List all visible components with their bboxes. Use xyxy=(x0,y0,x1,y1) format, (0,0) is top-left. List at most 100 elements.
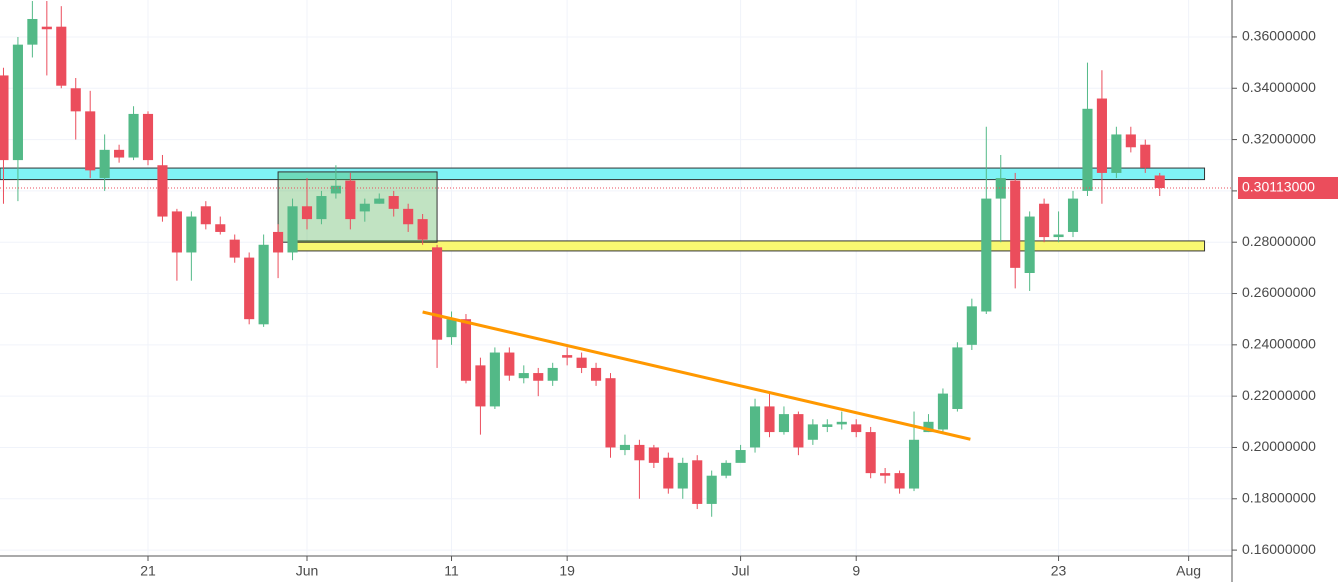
candle-body xyxy=(995,178,1006,199)
candle-body xyxy=(547,367,558,381)
candle-body xyxy=(56,26,67,86)
candle-body xyxy=(663,457,674,489)
y-tick-label: 0.32000000 xyxy=(1242,130,1316,146)
candle-body xyxy=(1067,198,1079,232)
candle-body xyxy=(1096,98,1107,173)
candle-body xyxy=(778,414,790,433)
candle-body xyxy=(258,244,269,325)
last-price-label: 0.30113000 xyxy=(1242,179,1315,195)
candle-body xyxy=(12,44,23,161)
candle-body xyxy=(359,203,370,212)
candle-body xyxy=(880,473,891,476)
candle-body xyxy=(489,352,500,407)
candle-body xyxy=(171,211,182,253)
candle-body xyxy=(446,319,457,338)
candle-body xyxy=(70,88,81,112)
candle-body xyxy=(677,462,688,489)
x-tick-label: Jun xyxy=(296,563,319,579)
candle-body xyxy=(85,111,96,171)
candle-body xyxy=(316,196,327,220)
candle-body xyxy=(1082,108,1093,191)
candle-body xyxy=(807,424,818,440)
candle-body xyxy=(200,206,211,225)
candle-body xyxy=(865,432,876,474)
candle-body xyxy=(504,352,515,376)
x-tick-label: 11 xyxy=(444,563,459,579)
candle-body xyxy=(273,231,284,253)
candle-body xyxy=(330,185,341,194)
y-tick-label: 0.16000000 xyxy=(1242,541,1316,557)
candle-body xyxy=(475,365,486,407)
candle-body xyxy=(619,444,631,451)
candle-body xyxy=(460,319,472,381)
candle-body xyxy=(706,475,717,504)
candle-body xyxy=(432,247,443,340)
candle-body xyxy=(836,421,847,425)
candle-body xyxy=(1111,134,1122,173)
candle-body xyxy=(605,378,616,448)
y-tick-label: 0.24000000 xyxy=(1242,336,1316,352)
y-tick-label: 0.18000000 xyxy=(1242,489,1316,505)
candle-body xyxy=(966,306,977,345)
last-price-box xyxy=(1238,176,1338,199)
candle-body xyxy=(576,357,587,368)
candle-body xyxy=(562,355,573,358)
candle-body xyxy=(388,196,399,209)
candle-body xyxy=(518,373,529,379)
candle-body xyxy=(533,373,544,381)
candle-body xyxy=(301,206,313,220)
candle-body xyxy=(345,180,356,220)
candle-body xyxy=(186,216,197,253)
candle-body xyxy=(1053,234,1064,238)
y-tick-label: 0.22000000 xyxy=(1242,387,1316,403)
candle-body xyxy=(764,406,775,433)
candle-body xyxy=(27,18,38,45)
candle-body xyxy=(1039,203,1050,238)
candle-body xyxy=(1154,175,1165,188)
candle-body xyxy=(417,219,428,240)
x-tick-label: 21 xyxy=(140,563,156,579)
candle-body xyxy=(215,224,226,232)
candle-body xyxy=(634,444,645,461)
candle-body xyxy=(692,460,703,504)
candle-body xyxy=(1010,180,1021,268)
candle-body xyxy=(1140,144,1151,168)
candle-body xyxy=(142,113,154,161)
candle-body xyxy=(894,473,905,489)
candle-body xyxy=(908,439,920,489)
candle-body xyxy=(0,75,9,161)
candle-body xyxy=(287,206,298,253)
candle-body xyxy=(851,424,862,433)
x-tick-label: Aug xyxy=(1176,563,1201,579)
candle-body xyxy=(157,165,168,217)
candle-body xyxy=(923,421,934,433)
y-tick-label: 0.26000000 xyxy=(1242,284,1316,300)
candle-body xyxy=(128,113,139,158)
candle-body xyxy=(721,462,732,476)
candle-body xyxy=(1125,134,1136,148)
y-tick-label: 0.36000000 xyxy=(1242,28,1316,44)
candle-body xyxy=(403,208,414,225)
candle-body xyxy=(99,149,110,179)
trendline xyxy=(422,310,971,441)
candle-body xyxy=(41,26,52,30)
candle-body xyxy=(648,447,659,463)
candle-body xyxy=(822,424,833,427)
x-tick-label: 9 xyxy=(852,563,860,579)
y-tick-label: 0.28000000 xyxy=(1242,233,1316,249)
candle-body xyxy=(229,239,240,258)
candle-body xyxy=(1024,216,1035,273)
candle-body xyxy=(749,406,761,448)
candle-body xyxy=(244,257,255,320)
candle-body xyxy=(114,149,125,158)
candle-body xyxy=(590,367,602,381)
candle-body xyxy=(374,198,385,204)
candle-body xyxy=(952,347,963,409)
candle-body xyxy=(981,198,992,312)
x-tick-label: 23 xyxy=(1051,563,1067,579)
candle-body xyxy=(937,393,948,430)
y-tick-label: 0.20000000 xyxy=(1242,438,1316,454)
zone xyxy=(0,167,1206,181)
candle-body xyxy=(793,414,804,448)
